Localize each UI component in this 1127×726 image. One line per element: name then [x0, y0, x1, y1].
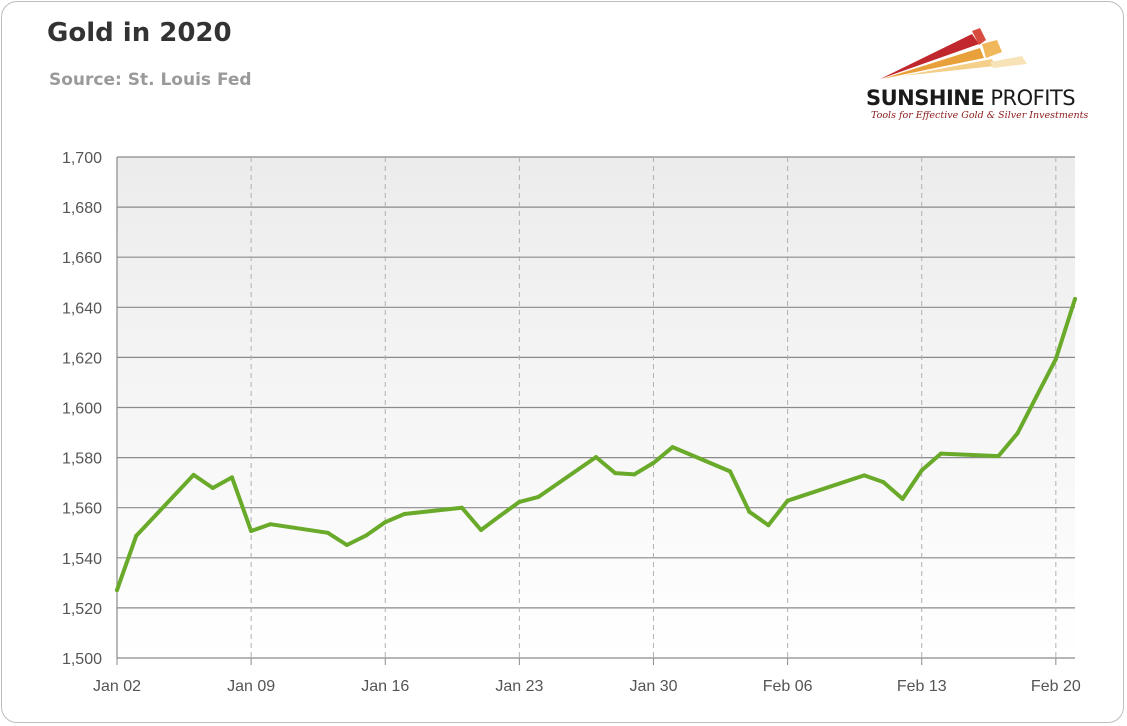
data-point [517, 499, 522, 504]
data-point [670, 445, 675, 450]
data-point [191, 472, 196, 477]
y-tick-label: 1,540 [62, 551, 102, 568]
x-tick-label: Jan 16 [361, 678, 409, 695]
x-tick-label: Jan 30 [629, 678, 677, 695]
gold-price-line [115, 297, 1077, 593]
x-tick-label: Feb 13 [897, 678, 947, 695]
y-tick-label: 1,600 [62, 401, 102, 418]
data-point [747, 509, 752, 514]
x-tick-label: Jan 23 [495, 678, 543, 695]
data-point [594, 455, 598, 460]
y-tick-label: 1,520 [62, 601, 102, 618]
data-point [651, 460, 656, 465]
data-point [881, 480, 886, 485]
data-point [134, 533, 139, 538]
data-point [325, 530, 330, 535]
data-point [632, 472, 637, 477]
data-point [728, 469, 733, 474]
data-point [938, 451, 943, 456]
logo-rays-icon [880, 28, 1027, 79]
data-point [364, 533, 369, 538]
y-tick-label: 1,580 [62, 451, 102, 468]
data-point [1053, 357, 1058, 362]
data-point [766, 523, 771, 528]
data-point [115, 588, 119, 593]
x-tick-label: Feb 06 [763, 678, 813, 695]
data-point [1034, 393, 1039, 398]
data-point [268, 522, 273, 527]
data-point [613, 471, 618, 476]
data-point [479, 527, 484, 532]
x-tick-label: Jan 09 [227, 678, 275, 695]
y-tick-label: 1,660 [62, 250, 102, 267]
data-point [996, 454, 1001, 459]
data-point [210, 486, 215, 491]
y-tick-label: 1,560 [62, 501, 102, 518]
chart-title: Gold in 2020 [47, 18, 232, 48]
data-point [1015, 431, 1020, 436]
data-point [862, 473, 867, 478]
y-tick-label: 1,500 [62, 651, 102, 668]
data-point [249, 528, 254, 533]
data-point [383, 520, 388, 525]
y-tick-label: 1,640 [62, 300, 102, 317]
sunshine-profits-logo: SUNSHINE PROFITS Tools for Effective Gol… [862, 26, 1088, 126]
data-point [344, 543, 349, 548]
data-point [402, 511, 407, 516]
y-tick-label: 1,700 [62, 150, 102, 167]
data-point [919, 468, 924, 473]
data-point [1073, 297, 1077, 302]
logo-tagline: Tools for Effective Gold & Silver Invest… [871, 110, 1089, 121]
x-tick-label: Jan 02 [93, 678, 141, 695]
y-tick-label: 1,620 [62, 350, 102, 367]
y-tick-label: 1,680 [62, 200, 102, 217]
data-point [459, 505, 464, 510]
data-point [229, 475, 234, 480]
data-point [498, 513, 503, 518]
data-point [900, 496, 905, 501]
data-point [785, 498, 790, 503]
x-tick-label: Feb 20 [1031, 678, 1081, 695]
data-point [536, 494, 541, 499]
logo-name: SUNSHINE PROFITS [866, 86, 1076, 110]
chart-subtitle: Source: St. Louis Fed [49, 70, 252, 90]
